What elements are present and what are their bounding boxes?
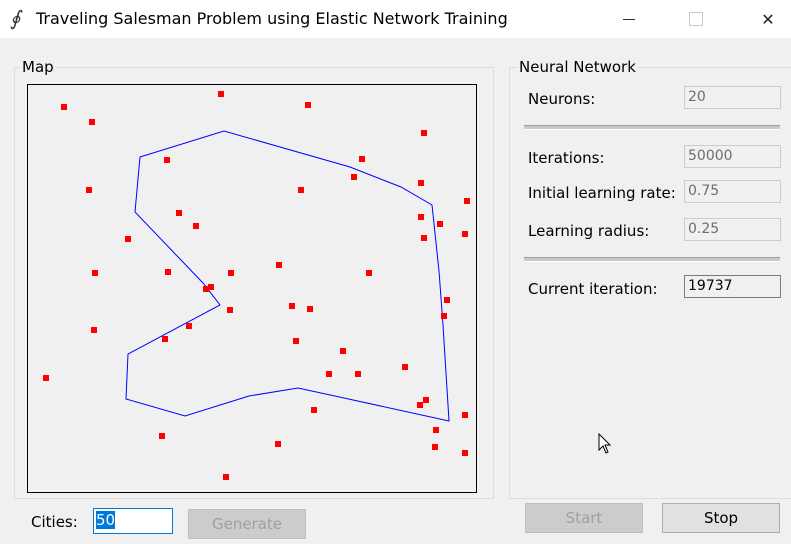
cities-input[interactable]: 50 <box>93 508 173 534</box>
city-marker <box>366 270 372 276</box>
neurons-field[interactable]: 20 <box>684 86 781 109</box>
learning-radius-label: Learning radius: <box>528 222 650 240</box>
city-marker <box>275 441 281 447</box>
minimize-button[interactable] <box>606 0 652 38</box>
city-marker <box>43 375 49 381</box>
learning-rate-label: Initial learning rate: <box>528 184 676 202</box>
city-marker <box>305 102 311 108</box>
city-marker <box>462 231 468 237</box>
city-marker <box>125 236 131 242</box>
city-marker <box>441 313 447 319</box>
city-marker <box>276 262 282 268</box>
city-marker <box>298 187 304 193</box>
separator-2 <box>524 257 780 262</box>
city-marker <box>164 157 170 163</box>
city-marker <box>326 371 332 377</box>
mouse-cursor-icon <box>598 433 612 454</box>
tour-path <box>125 130 450 422</box>
city-marker <box>421 235 427 241</box>
map-svg <box>43 91 470 480</box>
city-marker <box>462 412 468 418</box>
city-marker <box>293 338 299 344</box>
city-marker <box>91 327 97 333</box>
city-marker <box>208 284 214 290</box>
city-marker <box>418 180 424 186</box>
start-button[interactable]: Start <box>525 503 643 533</box>
city-marker <box>223 474 229 480</box>
city-marker <box>159 433 165 439</box>
city-marker <box>203 286 209 292</box>
network-group-label: Neural Network <box>517 58 638 76</box>
city-marker <box>86 187 92 193</box>
city-marker <box>227 307 233 313</box>
minimize-icon <box>623 18 635 20</box>
title-bar: ∮ Traveling Salesman Problem using Elast… <box>0 0 791 38</box>
city-marker <box>432 444 438 450</box>
city-marker <box>437 221 443 227</box>
learning-rate-field[interactable]: 0.75 <box>684 180 781 203</box>
stop-button[interactable]: Stop <box>662 503 780 533</box>
city-marker <box>218 91 224 97</box>
city-marker <box>351 174 357 180</box>
city-marker <box>228 270 234 276</box>
city-marker <box>433 427 439 433</box>
city-marker <box>462 450 468 456</box>
city-marker <box>421 130 427 136</box>
city-marker <box>162 336 168 342</box>
city-marker <box>444 297 450 303</box>
city-marker <box>417 402 423 408</box>
city-marker <box>89 119 95 125</box>
separator-1 <box>524 125 780 130</box>
city-marker <box>289 303 295 309</box>
city-marker <box>311 407 317 413</box>
city-marker <box>186 323 192 329</box>
city-marker <box>61 104 67 110</box>
window-title: Traveling Salesman Problem using Elastic… <box>36 9 508 28</box>
cities-input-value: 50 <box>96 511 116 529</box>
neurons-label: Neurons: <box>528 90 596 108</box>
city-marker <box>193 223 199 229</box>
map-canvas <box>27 84 477 493</box>
iterations-field[interactable]: 50000 <box>684 145 781 168</box>
integral-icon: ∮ <box>10 6 21 30</box>
cities-label: Cities: <box>31 513 78 531</box>
current-iteration-field[interactable]: 19737 <box>684 275 781 298</box>
map-group <box>14 67 494 499</box>
city-marker <box>92 270 98 276</box>
city-marker <box>402 364 408 370</box>
iterations-label: Iterations: <box>528 149 605 167</box>
network-group <box>509 67 791 499</box>
city-marker <box>307 306 313 312</box>
city-marker <box>165 269 171 275</box>
city-marker <box>359 156 365 162</box>
city-marker <box>176 210 182 216</box>
maximize-icon <box>689 12 703 26</box>
city-marker <box>340 348 346 354</box>
city-marker <box>423 397 429 403</box>
current-iteration-label: Current iteration: <box>528 280 658 298</box>
close-button[interactable]: ✕ <box>745 0 791 38</box>
learning-radius-field[interactable]: 0.25 <box>684 218 781 241</box>
close-icon: ✕ <box>761 9 775 29</box>
city-marker <box>418 214 424 220</box>
city-marker <box>464 198 470 204</box>
maximize-button[interactable] <box>673 0 719 38</box>
generate-button[interactable]: Generate <box>188 509 306 539</box>
city-marker <box>355 371 361 377</box>
cities-layer <box>43 91 470 480</box>
map-group-label: Map <box>20 58 56 76</box>
